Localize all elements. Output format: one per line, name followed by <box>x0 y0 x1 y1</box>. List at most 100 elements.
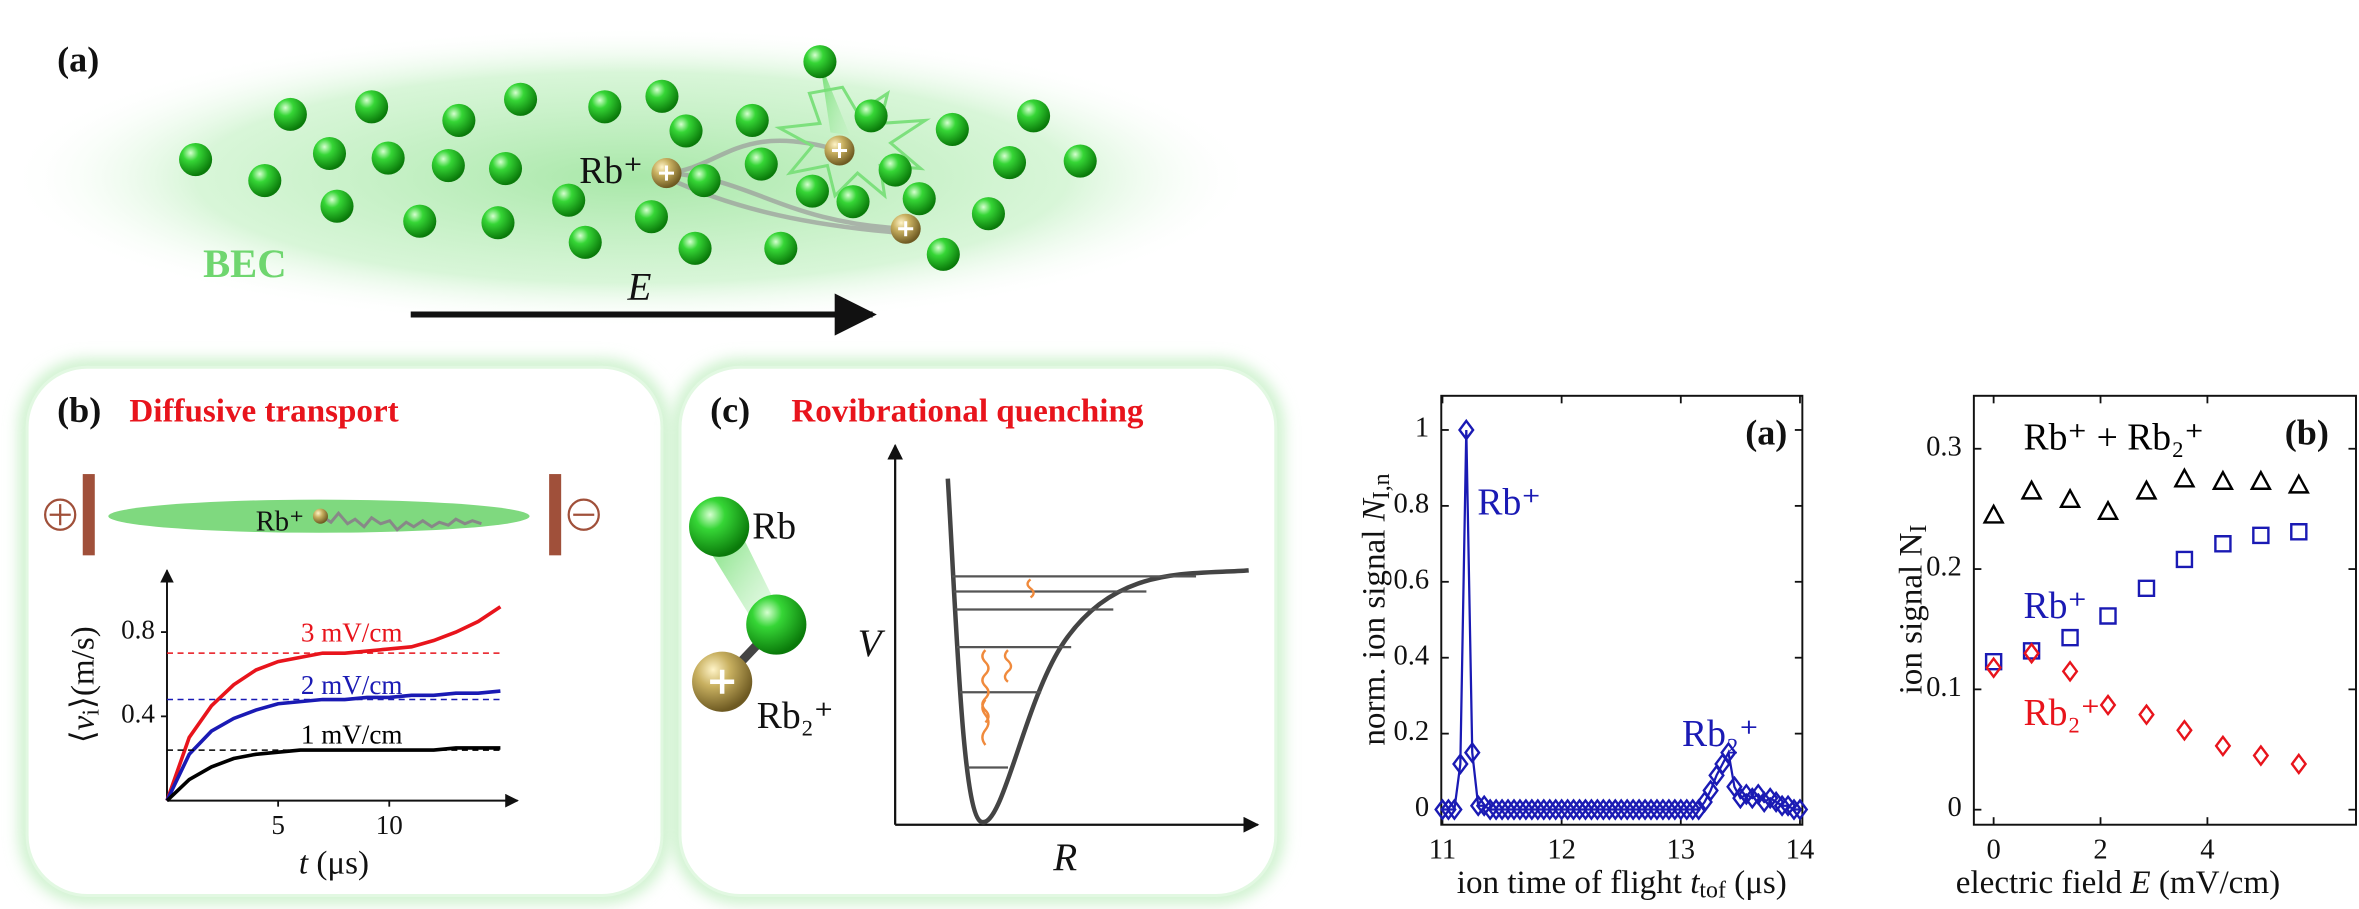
atom <box>635 200 668 233</box>
data-point <box>1987 659 2001 677</box>
bec-label: BEC <box>203 241 286 286</box>
atom <box>836 185 869 218</box>
label-part: (μs) <box>1726 865 1787 901</box>
atom <box>689 497 749 557</box>
data-point <box>2061 490 2079 507</box>
label-part: (μs) <box>308 845 369 881</box>
atom <box>489 152 522 185</box>
series-label: Rb₂⁺ <box>2024 692 2101 734</box>
atom <box>248 164 281 197</box>
atom <box>645 80 678 113</box>
panel-title: Rovibrational quenching <box>791 393 1144 429</box>
atom <box>179 143 212 176</box>
label-part: ion signal N <box>1893 532 1929 694</box>
series-label: 3 mV/cm <box>301 617 403 647</box>
atom <box>372 141 405 174</box>
data-point <box>2063 662 2077 680</box>
data-point <box>2177 552 2192 567</box>
data-point <box>1985 506 2003 523</box>
series-label: Rb⁺ + Rb₂⁺ <box>2024 417 2205 459</box>
data-point <box>2099 502 2117 519</box>
annotation: Rb₂⁺ <box>1682 713 1759 755</box>
x-tick-label: 4 <box>2200 834 2214 865</box>
data-point <box>2290 476 2308 493</box>
data-point <box>2063 630 2078 645</box>
x-axis-label: ion time of flight ttof (μs) <box>1457 865 1787 904</box>
atom <box>355 90 388 123</box>
atom <box>736 104 769 137</box>
label-part: ion time of flight <box>1457 865 1690 901</box>
label-part: I,n <box>1370 473 1396 499</box>
atom <box>403 205 436 238</box>
label-part: electric field <box>1956 865 2131 901</box>
annotation: Rb⁺ <box>1477 481 1541 523</box>
page: (a) BEC E Rb⁺ (b) Diffusive transport Rb… <box>0 0 2359 909</box>
series-label: Rb⁺ <box>2024 585 2088 627</box>
data-point <box>2292 755 2306 773</box>
atom <box>1017 99 1050 132</box>
panel-title: Diffusive transport <box>129 393 398 429</box>
ion-label: Rb⁺ <box>579 150 643 192</box>
atom <box>679 232 712 265</box>
atom <box>504 83 537 116</box>
data-point <box>2291 524 2306 539</box>
ion <box>313 509 328 524</box>
data-point <box>2139 581 2154 596</box>
y-axis-label: ion signal NI <box>1893 525 1932 695</box>
x-tick-label: 12 <box>1547 834 1576 865</box>
data-point <box>2100 608 2115 623</box>
atom <box>274 98 307 131</box>
data-point <box>2253 528 2268 543</box>
panel-label: (b) <box>57 390 101 430</box>
y-axis-label: norm. ion signal NI,n <box>1356 473 1395 745</box>
atom <box>669 114 702 147</box>
label-part: ⟩(m/s) <box>65 626 101 709</box>
data-point <box>2023 482 2041 499</box>
y-tick-label: 0 <box>1415 792 1429 823</box>
data-point <box>2216 737 2230 755</box>
atom <box>803 45 836 78</box>
atom <box>588 90 621 123</box>
atom <box>481 206 514 239</box>
atom <box>993 146 1026 179</box>
y-tick-label: 1 <box>1415 413 1429 444</box>
label-part: i <box>79 709 105 716</box>
plot-frame <box>1441 396 1802 825</box>
data-point <box>2252 472 2270 489</box>
x-tick-label: 11 <box>1429 834 1457 865</box>
axis-label: V <box>858 622 886 665</box>
label-part: N <box>1356 497 1392 522</box>
label-part: v <box>65 715 101 730</box>
atom <box>972 197 1005 230</box>
y-tick-label: 0.8 <box>121 614 155 644</box>
atom <box>688 164 721 197</box>
panel-label: (a) <box>57 39 99 79</box>
x-tick-label: 5 <box>271 810 285 840</box>
atom <box>927 238 960 271</box>
figure: (a) BEC E Rb⁺ (b) Diffusive transport Rb… <box>0 0 2359 909</box>
label-part: tof <box>1699 878 1726 904</box>
label-part: (mV/cm) <box>2151 865 2281 901</box>
data-point <box>2175 470 2193 487</box>
atom <box>432 149 465 182</box>
series-label: 2 mV/cm <box>301 670 403 700</box>
electrode <box>549 474 561 555</box>
atom <box>903 182 936 215</box>
electrode <box>83 474 95 555</box>
label-part: norm. ion signal <box>1356 521 1392 745</box>
atom <box>855 99 888 132</box>
label-part: E <box>2129 865 2150 901</box>
x-tick-label: 2 <box>2093 834 2107 865</box>
panel-label: (a) <box>1745 413 1787 453</box>
data-point <box>2140 706 2154 724</box>
x-tick-label: 0 <box>1986 834 2000 865</box>
atom <box>936 113 969 146</box>
molecule-label: Rb₂⁺ <box>757 695 834 737</box>
atom <box>569 226 602 259</box>
panel-label: (c) <box>710 390 750 430</box>
atom <box>879 154 912 187</box>
atom-label: Rb <box>752 505 796 547</box>
y-tick-label: 0.2 <box>1926 552 1962 583</box>
label-part: I <box>1907 525 1933 533</box>
y-tick-label: 0.1 <box>1926 672 1962 703</box>
